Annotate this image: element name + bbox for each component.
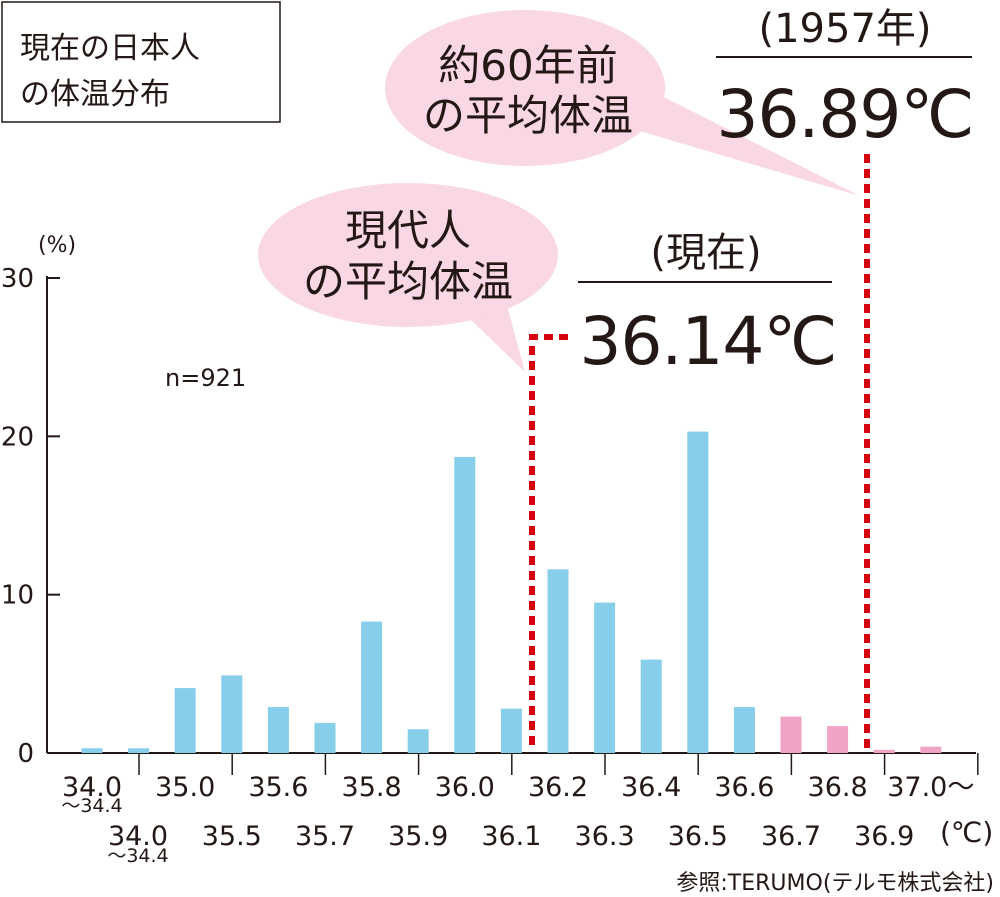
modern-average-marker (529, 334, 574, 745)
bar (128, 748, 150, 753)
y-tick-label: 10 (1, 581, 34, 611)
y-axis-unit: (%) (38, 233, 76, 258)
title-box: 現在の日本人 の体温分布 (1, 1, 281, 123)
average-markers (529, 153, 870, 748)
modern-value: 36.14℃ (579, 303, 836, 380)
y-tick-label: 0 (17, 739, 34, 769)
bar (361, 621, 383, 753)
past-header: (1957年) (758, 6, 931, 52)
bars (81, 431, 942, 753)
bar (780, 716, 802, 753)
x-tick-label-lower: 36.1 (481, 821, 541, 852)
x-tick-label-upper: 37.0〜 (887, 772, 974, 803)
past-bubble: 約60年前 の平均体温 (385, 10, 860, 196)
x-tick-label-upper: 36.0 (435, 772, 495, 803)
x-tick-label-lower: 35.7 (295, 821, 355, 852)
x-tick-label-lower: 35.9 (388, 821, 448, 852)
source-note: 参照:TERUMO(テルモ株式会社) (676, 871, 994, 896)
y-tick-label: 20 (1, 422, 34, 452)
bar (920, 746, 942, 753)
bar (687, 431, 709, 753)
bar (640, 659, 662, 753)
x-tick-label-upper: 36.4 (621, 772, 681, 803)
x-tick-label-lower: 36.9 (854, 821, 914, 852)
bar (81, 748, 103, 753)
y-ticks: 0 10 20 30 (1, 264, 60, 769)
y-tick-label: 30 (1, 264, 34, 294)
bar (733, 707, 755, 753)
x-ticks (138, 753, 979, 775)
past-value-block: (1957年) 36.89℃ (716, 6, 975, 153)
x-tick-label-upper: 36.2 (528, 772, 588, 803)
bar (267, 707, 289, 753)
x-tick-label-lower: 36.5 (668, 821, 728, 852)
x-tick-label-lower: 35.5 (202, 821, 262, 852)
x-tick-label-lower: 〜34.4 (107, 845, 168, 867)
bar (407, 729, 429, 753)
x-tick-label-upper: 〜34.4 (61, 795, 122, 817)
x-tick-labels: 34.0〜34.435.0 35.6 35.8 36.0 36.2 36.4 36.6 36.… (61, 772, 974, 867)
modern-bubble-line2: の平均体温 (303, 257, 513, 306)
chart-title-line1: 現在の日本人 (20, 31, 200, 66)
bar (873, 749, 895, 753)
x-tick-label-lower: 36.7 (761, 821, 821, 852)
y-axis: (%) (38, 233, 76, 753)
x-tick-label-upper: 36.6 (714, 772, 774, 803)
x-tick-label-lower: 36.3 (575, 821, 635, 852)
past-bubble-line2: の平均体温 (423, 91, 633, 140)
sample-size: n=921 (165, 364, 246, 392)
chart-title-line2: の体温分布 (20, 77, 170, 112)
x-tick-label-upper: 35.6 (248, 772, 308, 803)
modern-header: (現在) (650, 230, 761, 276)
x-tick-label-lower: 34.0 (108, 821, 168, 852)
x-tick-label-upper: 34.0 (62, 772, 122, 803)
modern-bubble: 現代人 の平均体温 (258, 183, 558, 372)
bar (594, 602, 616, 753)
bar (827, 726, 849, 753)
bar (500, 708, 522, 753)
bar (547, 569, 569, 753)
x-tick-label-upper: 35.0 (155, 772, 215, 803)
modern-bubble-line1: 現代人 (345, 206, 471, 255)
bar (314, 722, 336, 753)
x-axis-unit: (℃) (940, 816, 993, 849)
x-tick-label-upper: 36.8 (808, 772, 868, 803)
bar (174, 688, 196, 753)
past-bubble-line1: 約60年前 (438, 41, 617, 90)
modern-value-block: (現在) 36.14℃ (578, 230, 838, 380)
bar (454, 456, 476, 753)
past-value: 36.89℃ (716, 76, 973, 153)
x-tick-label-upper: 35.8 (342, 772, 402, 803)
bar (221, 675, 243, 753)
